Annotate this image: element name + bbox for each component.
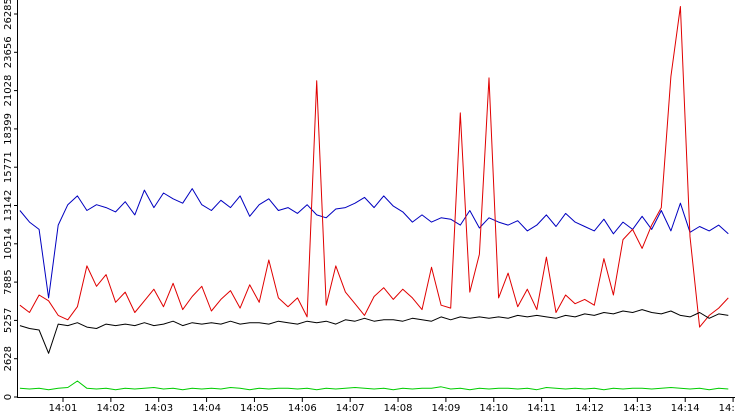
y-tick-label: 13142 — [3, 190, 14, 222]
series-line — [19, 6, 729, 328]
y-tick-label: 2628 — [3, 346, 14, 371]
series-line — [19, 188, 729, 299]
x-tick-label: 14:13 — [623, 403, 652, 414]
x-tick-label: 14:07 — [336, 403, 365, 414]
x-tick-label: 14:15 — [719, 403, 735, 414]
x-tick-label: 14:11 — [527, 403, 556, 414]
x-tick-label: 14:10 — [479, 403, 508, 414]
y-tick-label: 15771 — [3, 151, 14, 183]
y-tick-label: 21028 — [3, 75, 14, 107]
y-tick-label: 7885 — [3, 269, 14, 294]
x-tick-label: 14:06 — [288, 403, 317, 414]
y-tick-label: 23656 — [3, 36, 14, 68]
series-line — [19, 380, 729, 391]
x-tick-label: 14:02 — [96, 403, 125, 414]
x-tick-label: 14:04 — [192, 403, 221, 414]
x-tick-label: 14:12 — [575, 403, 604, 414]
series-line — [19, 309, 729, 354]
y-tick-label: 10514 — [3, 228, 14, 260]
y-tick-label: 0 — [3, 394, 14, 400]
y-tick-label: 5257 — [3, 308, 14, 333]
y-tick-label: 18399 — [3, 113, 14, 145]
plot-area — [19, 6, 729, 391]
x-tick-label: 14:09 — [431, 403, 460, 414]
x-tick-label: 14:03 — [144, 403, 173, 414]
x-tick-label: 14:08 — [384, 403, 413, 414]
x-tick-label: 14:01 — [49, 403, 78, 414]
x-tick-label: 14:05 — [240, 403, 269, 414]
y-tick-label: 26285 — [3, 0, 14, 30]
x-tick-label: 14:14 — [671, 403, 700, 414]
